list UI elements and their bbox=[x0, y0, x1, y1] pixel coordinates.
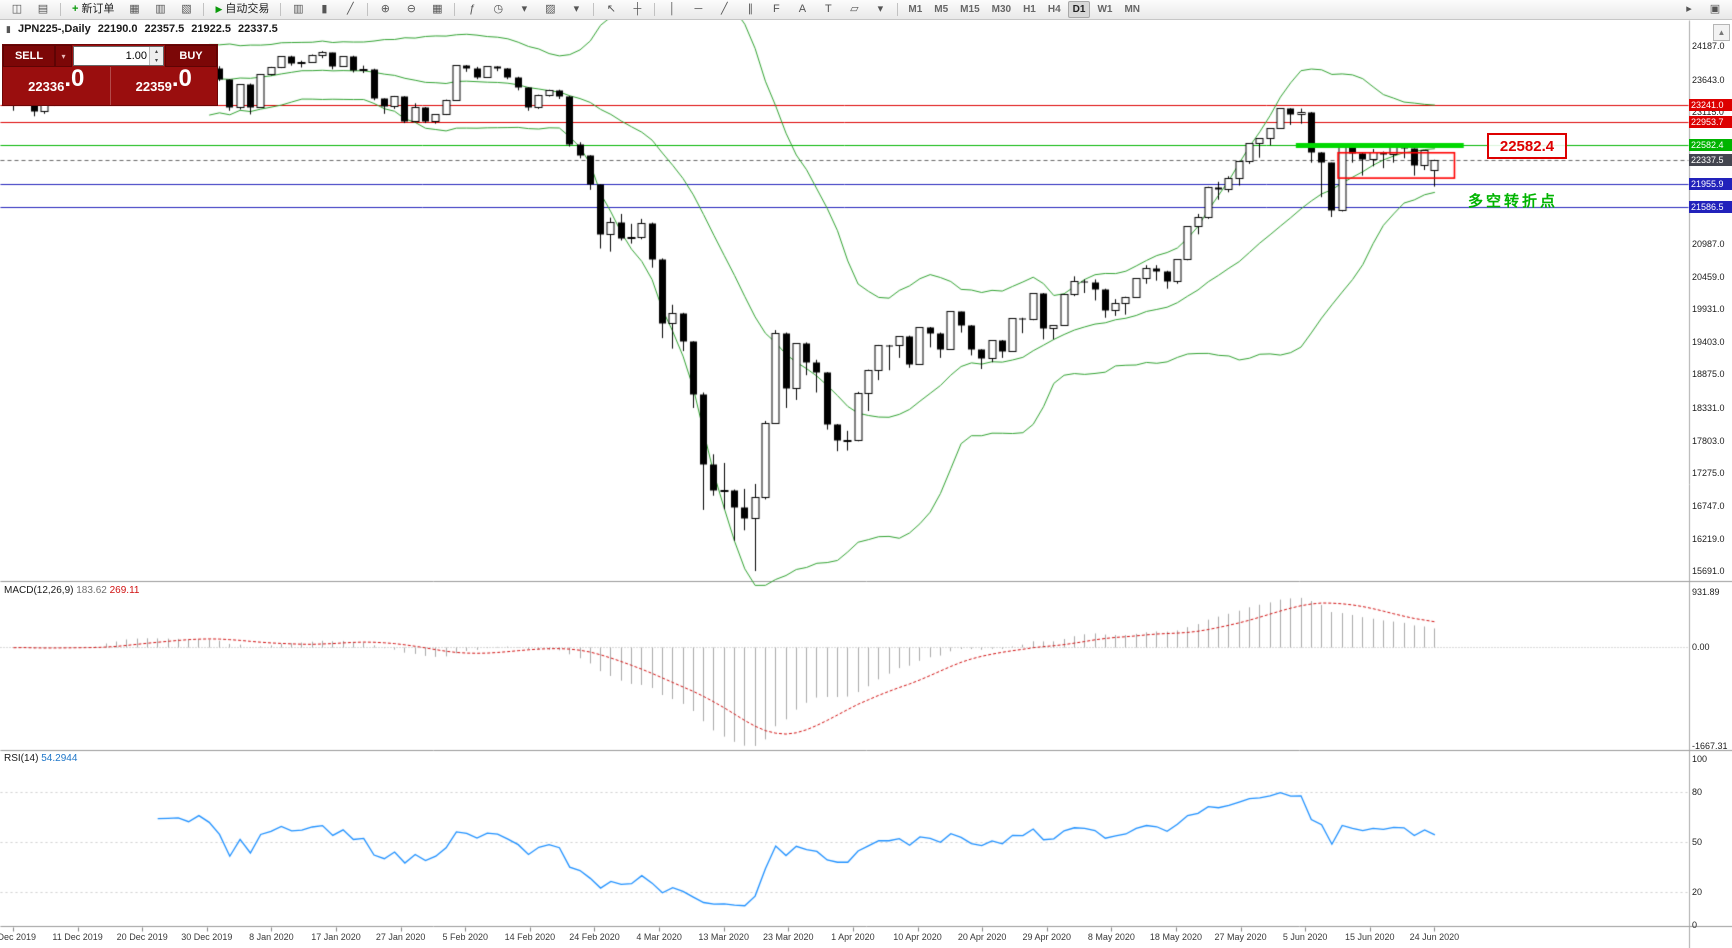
high-value: 22357.5 bbox=[144, 23, 185, 35]
buy-price-frac: .0 bbox=[171, 65, 192, 92]
volume-down-icon[interactable]: ▾ bbox=[150, 56, 163, 65]
crosshair-icon[interactable]: ┼ bbox=[633, 3, 642, 15]
candlestick-chart-icon[interactable]: ▮ bbox=[321, 3, 328, 15]
bar-chart-icon[interactable]: ▥ bbox=[293, 3, 304, 15]
sell-price-frac: .0 bbox=[64, 65, 85, 92]
trade-panel-divider bbox=[109, 67, 111, 105]
channel-icon[interactable]: ∥ bbox=[747, 3, 754, 15]
toolbar: ◫ ▤ + 新订单 ▦ ▥ ▧ ▶ 自动交易 ▥ ▮ ╱ ⊕ ⊖ ▦ ƒ ◷ ▾… bbox=[0, 0, 1732, 20]
line-chart-icon[interactable]: ╱ bbox=[347, 3, 354, 15]
indicators-icon[interactable]: ƒ bbox=[469, 3, 476, 15]
buy-button[interactable]: BUY bbox=[165, 45, 217, 67]
label-icon[interactable]: T bbox=[824, 3, 832, 15]
price-callout-box[interactable]: 22582.4 bbox=[1487, 133, 1567, 159]
sell-price[interactable]: 22336 .0 bbox=[3, 67, 110, 105]
chart-window-icon[interactable]: ▦ bbox=[129, 3, 140, 15]
autotrade-button[interactable]: ▶ 自动交易 bbox=[209, 1, 275, 19]
toolbar-separator bbox=[897, 3, 899, 16]
time-axis[interactable] bbox=[0, 927, 1689, 948]
trade-options-caret[interactable]: ▾ bbox=[55, 45, 72, 67]
text-icon[interactable]: A bbox=[798, 3, 807, 15]
toolbar-right-icon-2[interactable]: ▣ bbox=[1709, 3, 1721, 15]
profiles-icon[interactable]: ▤ bbox=[37, 3, 49, 15]
navigator-icon[interactable]: ▧ bbox=[181, 3, 192, 15]
scroll-up-button[interactable]: ▲ bbox=[1713, 24, 1730, 41]
toolbar-separator bbox=[60, 3, 61, 16]
timeframe-h4[interactable]: H4 bbox=[1047, 4, 1061, 15]
cursor-icon[interactable]: ↖ bbox=[606, 3, 616, 15]
zoom-out-icon[interactable]: ⊖ bbox=[406, 3, 416, 15]
periods-icon[interactable]: ◷ bbox=[493, 3, 504, 15]
timeframe-m30[interactable]: M30 bbox=[991, 4, 1012, 15]
new-order-button[interactable]: + 新订单 bbox=[66, 1, 120, 19]
templates-icon[interactable]: ▨ bbox=[545, 3, 556, 15]
volume-input[interactable] bbox=[74, 47, 149, 65]
chart-ohlc-header: ▮ JPN225-,Daily 22190.0 22357.5 21922.5 … bbox=[6, 23, 278, 35]
horizontal-line-icon[interactable]: ─ bbox=[694, 3, 703, 15]
new-order-label: 新订单 bbox=[81, 3, 115, 15]
toolbar-separator bbox=[203, 3, 205, 16]
rsi-label: RSI(14) 54.2944 bbox=[4, 753, 78, 764]
zoom-in-icon[interactable]: ⊕ bbox=[380, 3, 390, 15]
sell-price-int: 22336 bbox=[28, 78, 65, 94]
symbol-period-label: JPN225-,Daily bbox=[17, 23, 91, 35]
shapes-icon[interactable]: ▱ bbox=[850, 3, 859, 15]
toolbar-right-icon-1[interactable]: ▸ bbox=[1686, 3, 1692, 15]
toolbar-separator bbox=[367, 3, 369, 16]
timeframe-m15[interactable]: M15 bbox=[960, 4, 980, 15]
templates-caret-icon[interactable]: ▾ bbox=[573, 3, 580, 15]
shapes-caret-icon[interactable]: ▾ bbox=[877, 3, 884, 15]
rsi-pane-separator[interactable] bbox=[0, 749, 1732, 752]
sell-button[interactable]: SELL bbox=[3, 45, 55, 67]
periods-caret-icon[interactable]: ▾ bbox=[521, 3, 528, 15]
play-icon: ▶ bbox=[215, 4, 223, 14]
tile-windows-icon[interactable]: ▦ bbox=[432, 3, 443, 15]
open-value: 22190.0 bbox=[97, 23, 138, 35]
trendline-icon[interactable]: ╱ bbox=[721, 3, 728, 15]
buy-price-int: 22359 bbox=[135, 78, 172, 94]
toolbar-separator bbox=[280, 3, 282, 16]
market-watch-icon[interactable]: ▥ bbox=[155, 3, 166, 15]
timeframe-m5[interactable]: M5 bbox=[934, 4, 949, 15]
volume-up-icon[interactable]: ▴ bbox=[150, 47, 163, 56]
fibonacci-icon[interactable]: F bbox=[772, 3, 780, 15]
timeframe-m1[interactable]: M1 bbox=[908, 4, 923, 15]
macd-signal-value: 269.11 bbox=[109, 585, 140, 596]
macd-label: MACD(12,26,9) 183.62 269.11 bbox=[4, 585, 140, 596]
one-click-trading-panel: SELL ▾ ▴ ▾ BUY 22336 .0 22359 .0 bbox=[2, 44, 218, 106]
price-axis[interactable] bbox=[1689, 20, 1732, 926]
low-value: 21922.5 bbox=[191, 23, 232, 35]
autotrade-label: 自动交易 bbox=[225, 3, 270, 15]
timeframe-h1[interactable]: H1 bbox=[1023, 4, 1036, 15]
macd-pane-separator[interactable] bbox=[0, 580, 1732, 583]
vertical-line-icon[interactable]: │ bbox=[668, 3, 676, 15]
buy-price[interactable]: 22359 .0 bbox=[111, 67, 218, 105]
toolbar-separator bbox=[593, 3, 595, 16]
plus-icon: + bbox=[72, 3, 79, 15]
timeframe-mn[interactable]: MN bbox=[1124, 4, 1141, 15]
toolbar-separator bbox=[654, 3, 656, 16]
timeframe-w1[interactable]: W1 bbox=[1097, 4, 1113, 15]
turning-point-text[interactable]: 多空转折点 bbox=[1468, 193, 1559, 210]
macd-main-value: 183.62 bbox=[76, 585, 107, 596]
chart-type-icon: ▮ bbox=[6, 23, 11, 34]
close-value: 22337.5 bbox=[238, 23, 278, 35]
timeframe-d1[interactable]: D1 bbox=[1067, 1, 1091, 18]
new-chart-icon[interactable]: ◫ bbox=[11, 3, 23, 15]
toolbar-separator bbox=[454, 3, 456, 16]
rsi-value: 54.2944 bbox=[41, 753, 78, 764]
